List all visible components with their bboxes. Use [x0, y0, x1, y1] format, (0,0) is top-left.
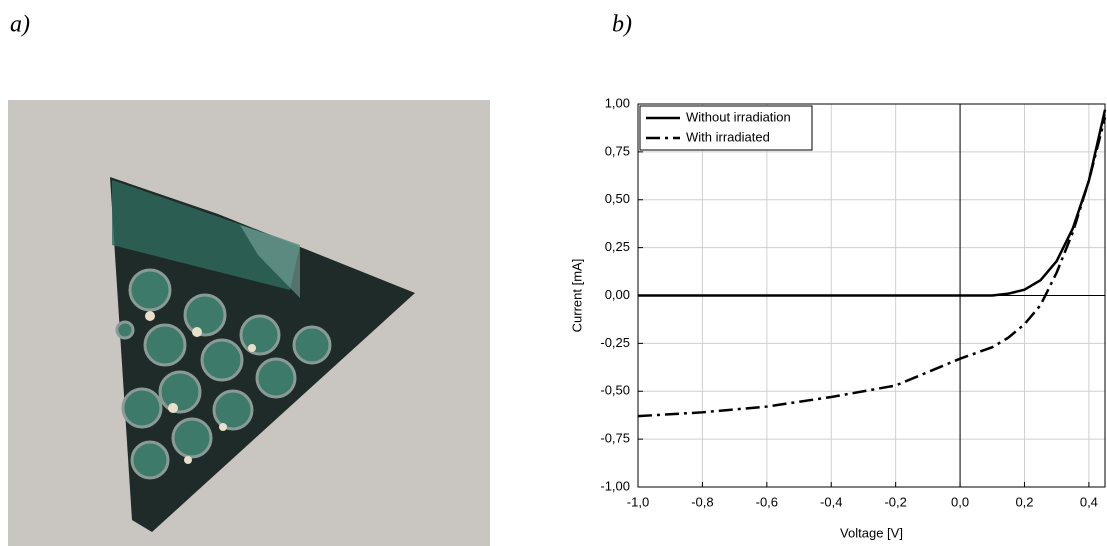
x-tick-label: -0,8 — [691, 494, 713, 509]
x-tick-label: 0,2 — [1015, 494, 1033, 509]
x-tick-label: -0,6 — [756, 494, 778, 509]
y-tick-label: 0,00 — [605, 287, 630, 302]
y-tick-label: 0,25 — [605, 239, 630, 254]
panel-label: b) — [612, 12, 632, 38]
x-tick-label: -0,2 — [884, 494, 906, 509]
x-tick-label: 0,0 — [951, 494, 969, 509]
y-tick-label: 0,75 — [605, 143, 630, 158]
x-axis-label: Voltage [V] — [840, 525, 903, 540]
y-tick-label: 0,50 — [605, 191, 630, 206]
y-tick-label: 1,00 — [605, 95, 630, 110]
x-tick-label: -0,4 — [820, 494, 842, 509]
legend-label: Without irradiation — [686, 109, 791, 124]
y-tick-label: -0,25 — [600, 335, 630, 350]
x-tick-label: 0,4 — [1080, 494, 1098, 509]
series-line — [638, 109, 1107, 297]
y-tick-label: -0,75 — [600, 431, 630, 446]
photo — [8, 100, 490, 546]
series-line — [637, 117, 1107, 418]
x-tick-label: -1,0 — [627, 494, 649, 509]
y-tick-label: -0,50 — [600, 383, 630, 398]
legend-box — [639, 105, 813, 151]
y-axis-label: Current [mA] — [569, 259, 584, 333]
legend-label: With irradiated — [686, 129, 770, 144]
y-tick-label: -1,00 — [600, 478, 630, 493]
panel-label: a) — [10, 12, 30, 38]
